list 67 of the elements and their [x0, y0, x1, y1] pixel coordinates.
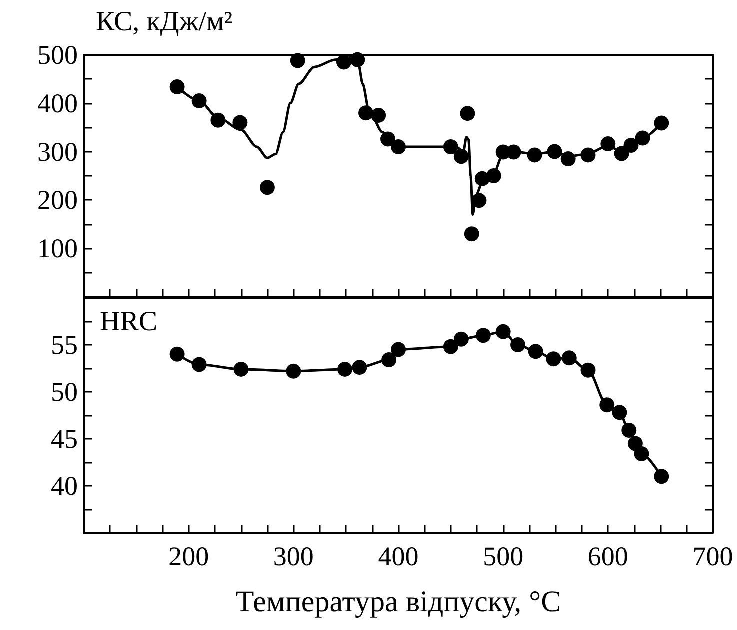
point: [464, 226, 480, 242]
point: [192, 93, 207, 108]
point: [460, 106, 476, 122]
point: [350, 52, 366, 68]
point: [232, 115, 248, 130]
y-tick-label: 40: [51, 471, 78, 501]
y-axis-title: КС, кДж/м²: [96, 6, 233, 38]
point: [454, 149, 469, 164]
point: [234, 362, 249, 377]
point: [338, 362, 353, 377]
point: [528, 344, 544, 360]
point: [260, 180, 275, 196]
point: [654, 469, 670, 484]
point: [624, 138, 639, 154]
y-tick-label: 400: [38, 88, 78, 118]
y-tick-label: 55: [51, 330, 78, 360]
point: [580, 148, 596, 163]
point: [391, 139, 406, 154]
point: [547, 144, 562, 160]
point: [635, 130, 650, 146]
point: [580, 362, 596, 378]
point: [286, 364, 302, 379]
y-tick-label: 200: [38, 185, 78, 216]
y-tick-label: 500: [38, 40, 78, 70]
y-tick-label: 45: [51, 424, 78, 454]
point: [380, 132, 396, 147]
x-tick-label: 700: [692, 542, 734, 572]
x-tick-label: 500: [483, 542, 524, 572]
x-tick-label: 200: [168, 542, 210, 572]
point: [472, 193, 487, 208]
y-tick-label: 300: [38, 136, 78, 167]
point: [443, 139, 458, 154]
point: [358, 106, 374, 121]
point: [560, 152, 576, 167]
point: [454, 332, 469, 347]
y-axis-title: HRC: [100, 306, 158, 338]
point: [210, 112, 226, 128]
point: [290, 53, 306, 68]
y-tick-label: 50: [51, 377, 78, 407]
point: [391, 342, 406, 358]
point: [562, 350, 577, 366]
point: [654, 116, 670, 131]
point: [527, 148, 542, 163]
point: [600, 136, 616, 152]
point: [443, 339, 458, 354]
point: [546, 352, 562, 367]
point: [600, 398, 615, 413]
x-axis-title: Температура відпуску, °C: [236, 586, 562, 618]
point: [382, 352, 397, 368]
point: [170, 79, 185, 94]
point: [486, 168, 502, 184]
point: [612, 405, 628, 420]
point: [192, 357, 207, 372]
point: [614, 146, 630, 162]
point: [352, 360, 368, 376]
point: [476, 328, 491, 344]
x-tick-label: 600: [588, 542, 628, 572]
point: [371, 108, 386, 123]
point: [622, 423, 637, 438]
point: [336, 54, 352, 70]
point: [634, 446, 650, 462]
point: [496, 324, 511, 340]
y-tick-label: 100: [38, 234, 78, 264]
point: [510, 338, 526, 352]
point: [170, 346, 185, 362]
x-tick-label: 400: [378, 542, 419, 572]
x-tick-label: 300: [273, 542, 314, 572]
